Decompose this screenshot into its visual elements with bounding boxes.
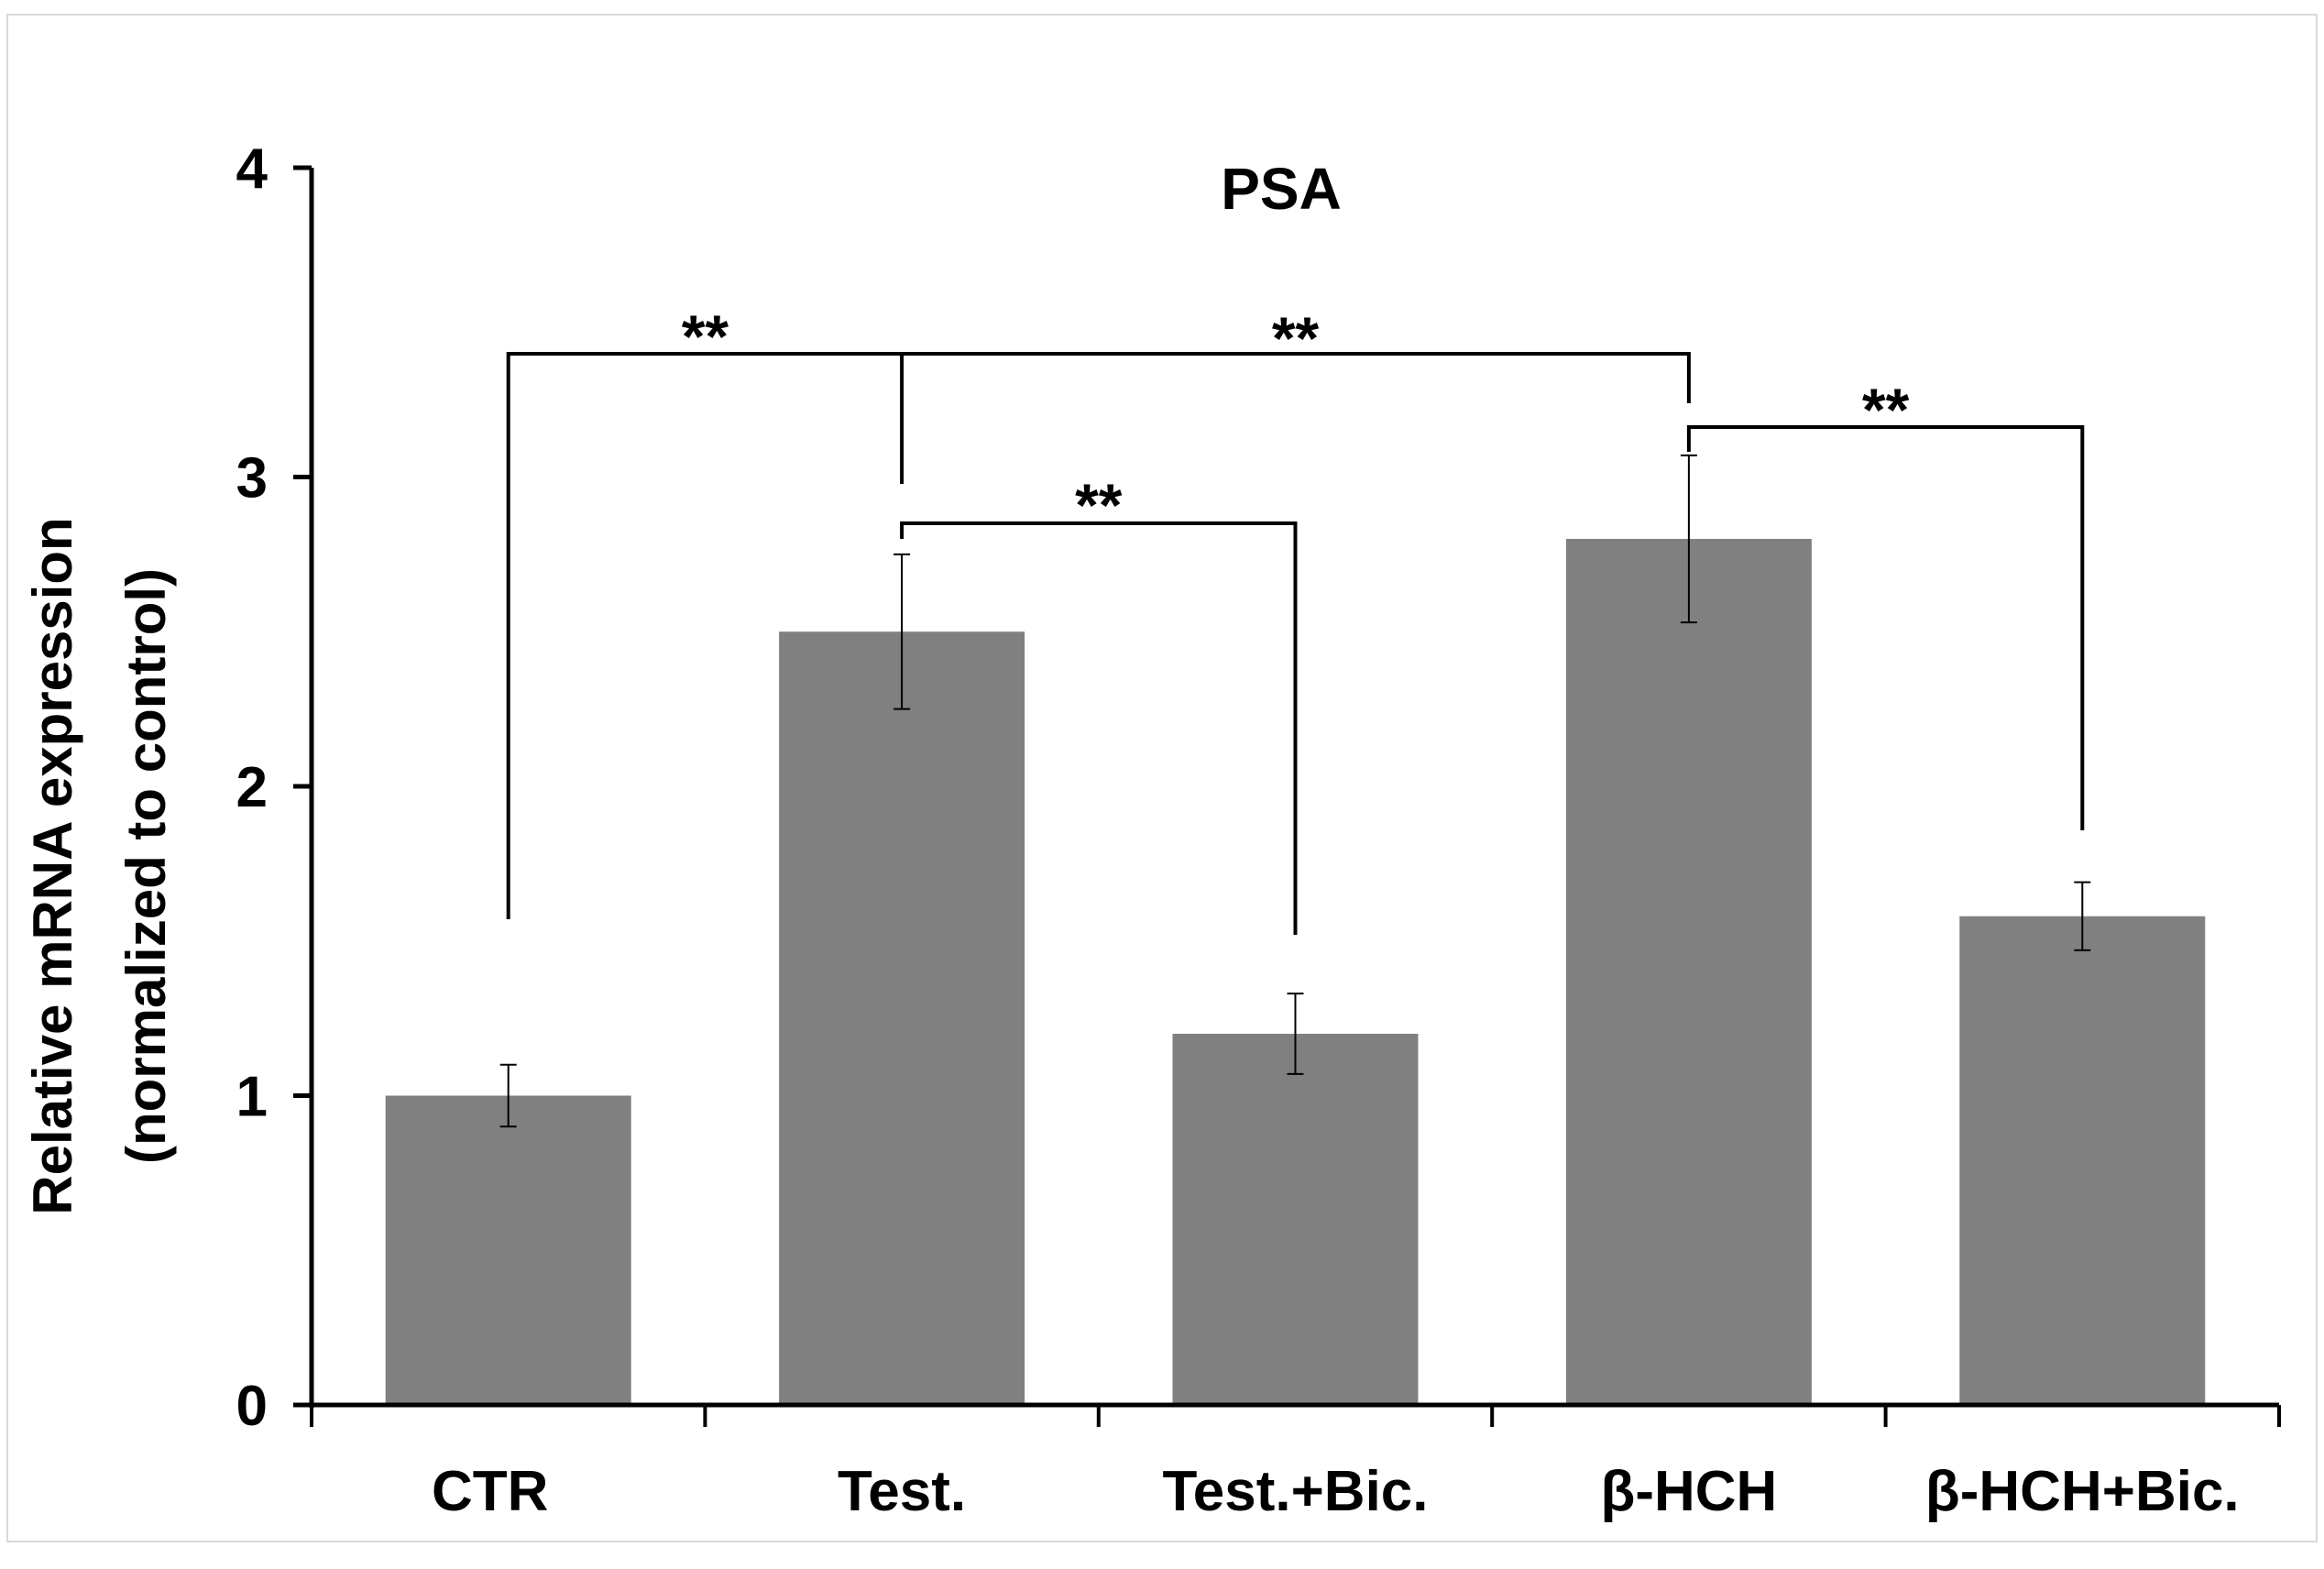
- y-tick-label-3: 3: [236, 447, 268, 510]
- bar-4: [1959, 916, 2206, 1405]
- y-tick-label-4: 4: [236, 137, 269, 201]
- x-tick-label-4: β-HCH+Bic.: [1925, 1460, 2240, 1523]
- significance-stars-ctr-test: **: [682, 302, 729, 370]
- bar-3: [1565, 539, 1812, 1405]
- error-bar-0: [499, 1063, 517, 1128]
- error-bar-2: [1287, 993, 1304, 1075]
- significance-bracket-bhch-bhchbic: **: [1686, 376, 2085, 830]
- y-axis-label: Relative mRNA expression (normalized to …: [22, 517, 177, 1214]
- bar-1: [779, 631, 1025, 1405]
- y-tick-label-1: 1: [236, 1066, 268, 1129]
- significance-bracket-test-testbic: **: [900, 471, 1298, 935]
- bar-2: [1172, 1034, 1419, 1405]
- error-bar-4: [2074, 881, 2091, 951]
- y-tick-label-2: 2: [236, 756, 268, 819]
- x-tick-label-2: Test.+Bic.: [1162, 1460, 1428, 1523]
- bar-0: [385, 1095, 631, 1405]
- significance-stars-test-bhch: **: [1272, 304, 1320, 372]
- y-axis: 0 1 2 3 4: [236, 137, 314, 1438]
- y-axis-label-line2: (normalized to control): [115, 568, 177, 1164]
- bracket-line: [1686, 425, 2085, 830]
- y-tick-label-0: 0: [236, 1375, 268, 1438]
- error-bar-1: [893, 553, 911, 710]
- bracket-line: [900, 521, 1298, 935]
- x-axis: CTR Test. Test.+Bic. β-HCH β-HCH+Bic.: [310, 1402, 2281, 1523]
- error-bars: [499, 454, 2091, 1128]
- significance-stars-bhch-bhchbic: **: [1862, 376, 1910, 444]
- chart-title: PSA: [1221, 156, 1342, 222]
- x-tick-label-3: β-HCH: [1600, 1460, 1777, 1523]
- significance-brackets: ** ** ** **: [506, 302, 2085, 935]
- x-tick-label-0: CTR: [432, 1460, 548, 1523]
- y-axis-label-line1: Relative mRNA expression: [22, 517, 83, 1214]
- error-bar-3: [1680, 454, 1697, 624]
- significance-bracket-ctr-test-bhch: ** **: [506, 302, 1691, 919]
- bars: [385, 539, 2206, 1405]
- x-tick-label-1: Test.: [838, 1460, 966, 1523]
- bracket-top-line: [506, 352, 1691, 919]
- significance-stars-test-testbic: **: [1075, 471, 1123, 539]
